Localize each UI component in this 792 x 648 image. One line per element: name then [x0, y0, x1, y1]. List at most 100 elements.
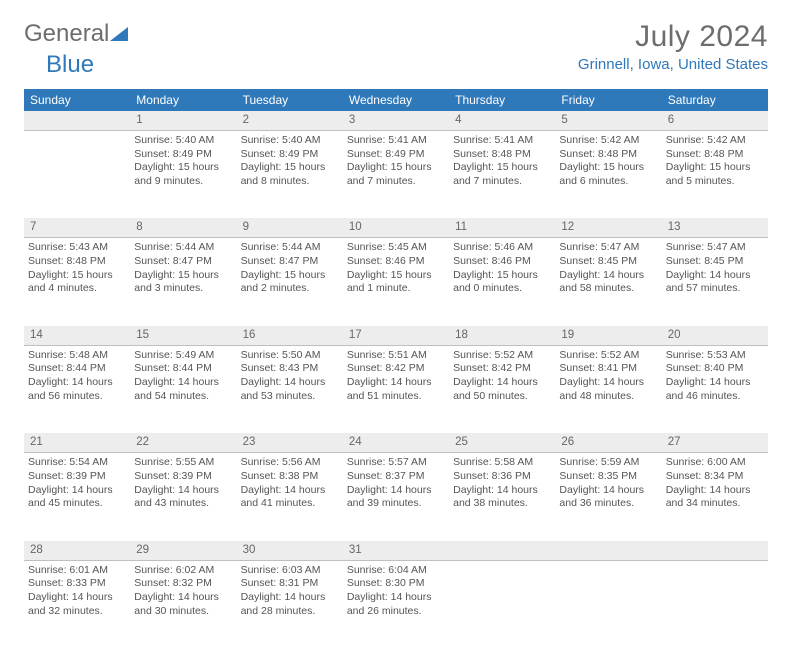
day-cell-line: Daylight: 15 hours	[347, 269, 445, 283]
day-cell-line: Sunrise: 5:56 AM	[241, 456, 339, 470]
day-number: 16	[237, 326, 343, 345]
day-cell-line: Sunset: 8:40 PM	[666, 362, 764, 376]
day-cell-line: and 8 minutes.	[241, 175, 339, 189]
day-cell-line: Sunrise: 5:46 AM	[453, 241, 551, 255]
day-number: 29	[130, 541, 236, 560]
day-cell: Sunrise: 6:04 AMSunset: 8:30 PMDaylight:…	[343, 560, 449, 648]
day-cell-line: Sunset: 8:32 PM	[134, 577, 232, 591]
day-cell: Sunrise: 5:47 AMSunset: 8:45 PMDaylight:…	[662, 238, 768, 326]
day-cell-line: and 36 minutes.	[559, 497, 657, 511]
day-cell-line: Daylight: 14 hours	[28, 376, 126, 390]
day-cell: Sunrise: 5:45 AMSunset: 8:46 PMDaylight:…	[343, 238, 449, 326]
day-cell-line: Daylight: 14 hours	[347, 591, 445, 605]
day-cell-line: and 5 minutes.	[666, 175, 764, 189]
day-cell-line: and 41 minutes.	[241, 497, 339, 511]
day-cell-line: Sunset: 8:46 PM	[347, 255, 445, 269]
day-cell-line: Daylight: 14 hours	[28, 484, 126, 498]
week-daynum-row: 78910111213	[24, 218, 768, 237]
title-block: July 2024 Grinnell, Iowa, United States	[578, 20, 768, 73]
day-cell-line: and 56 minutes.	[28, 390, 126, 404]
day-cell-line: and 6 minutes.	[559, 175, 657, 189]
dow-header: Saturday	[662, 89, 768, 111]
day-cell-line: Sunrise: 5:48 AM	[28, 349, 126, 363]
day-cell-line: Daylight: 15 hours	[241, 269, 339, 283]
day-number: 18	[449, 326, 555, 345]
week-daynum-row: 123456	[24, 111, 768, 130]
day-cell-line: Daylight: 14 hours	[241, 591, 339, 605]
day-cell-line: Sunset: 8:33 PM	[28, 577, 126, 591]
day-cell: Sunrise: 5:51 AMSunset: 8:42 PMDaylight:…	[343, 345, 449, 433]
day-cell: Sunrise: 5:52 AMSunset: 8:41 PMDaylight:…	[555, 345, 661, 433]
day-cell-line: Sunset: 8:45 PM	[666, 255, 764, 269]
day-number: 15	[130, 326, 236, 345]
day-cell-line: Daylight: 14 hours	[666, 484, 764, 498]
day-cell-line: Sunrise: 5:41 AM	[453, 134, 551, 148]
day-cell-line: Sunrise: 5:57 AM	[347, 456, 445, 470]
day-cell: Sunrise: 5:52 AMSunset: 8:42 PMDaylight:…	[449, 345, 555, 433]
day-cell-line: Sunrise: 5:59 AM	[559, 456, 657, 470]
day-cell-line: Sunrise: 5:45 AM	[347, 241, 445, 255]
week-content-row: Sunrise: 6:01 AMSunset: 8:33 PMDaylight:…	[24, 560, 768, 648]
day-number: 30	[237, 541, 343, 560]
day-cell-line: Daylight: 14 hours	[559, 484, 657, 498]
day-cell-line: Sunrise: 5:42 AM	[559, 134, 657, 148]
day-cell: Sunrise: 5:40 AMSunset: 8:49 PMDaylight:…	[130, 130, 236, 218]
day-cell: Sunrise: 6:00 AMSunset: 8:34 PMDaylight:…	[662, 453, 768, 541]
day-cell-line: Daylight: 15 hours	[28, 269, 126, 283]
day-cell-line: and 34 minutes.	[666, 497, 764, 511]
day-cell-line: Daylight: 15 hours	[666, 161, 764, 175]
day-number: 6	[662, 111, 768, 130]
dow-header: Thursday	[449, 89, 555, 111]
day-cell: Sunrise: 5:48 AMSunset: 8:44 PMDaylight:…	[24, 345, 130, 433]
day-cell: Sunrise: 5:59 AMSunset: 8:35 PMDaylight:…	[555, 453, 661, 541]
day-cell: Sunrise: 6:02 AMSunset: 8:32 PMDaylight:…	[130, 560, 236, 648]
day-number: 4	[449, 111, 555, 130]
day-number: 17	[343, 326, 449, 345]
day-cell-line: and 58 minutes.	[559, 282, 657, 296]
day-cell: Sunrise: 5:44 AMSunset: 8:47 PMDaylight:…	[130, 238, 236, 326]
day-number: 13	[662, 218, 768, 237]
day-cell-line: and 1 minute.	[347, 282, 445, 296]
day-cell-line: Sunset: 8:41 PM	[559, 362, 657, 376]
week-daynum-row: 14151617181920	[24, 326, 768, 345]
brand-part2: Blue	[46, 51, 94, 78]
day-number: 2	[237, 111, 343, 130]
week-daynum-row: 21222324252627	[24, 433, 768, 452]
day-cell-line: and 32 minutes.	[28, 605, 126, 619]
day-cell-line: Daylight: 14 hours	[559, 376, 657, 390]
day-cell-line: Sunrise: 6:00 AM	[666, 456, 764, 470]
day-number: 25	[449, 433, 555, 452]
day-cell-line: Sunset: 8:35 PM	[559, 470, 657, 484]
day-cell-line: Sunset: 8:30 PM	[347, 577, 445, 591]
day-number: 31	[343, 541, 449, 560]
day-cell-line: and 2 minutes.	[241, 282, 339, 296]
day-cell: Sunrise: 5:41 AMSunset: 8:49 PMDaylight:…	[343, 130, 449, 218]
day-cell-line: and 51 minutes.	[347, 390, 445, 404]
day-cell-line: Sunset: 8:48 PM	[559, 148, 657, 162]
day-number: 3	[343, 111, 449, 130]
day-cell-line: Sunrise: 5:49 AM	[134, 349, 232, 363]
day-cell-line: Sunrise: 5:50 AM	[241, 349, 339, 363]
day-cell: Sunrise: 5:58 AMSunset: 8:36 PMDaylight:…	[449, 453, 555, 541]
week-daynum-row: 28293031	[24, 541, 768, 560]
day-number: 22	[130, 433, 236, 452]
day-number: 26	[555, 433, 661, 452]
day-number: 1	[130, 111, 236, 130]
day-cell-line: and 53 minutes.	[241, 390, 339, 404]
day-cell-line: and 50 minutes.	[453, 390, 551, 404]
day-cell: Sunrise: 6:01 AMSunset: 8:33 PMDaylight:…	[24, 560, 130, 648]
day-cell-line: and 54 minutes.	[134, 390, 232, 404]
day-cell-line: Daylight: 15 hours	[241, 161, 339, 175]
day-cell-line: Sunset: 8:39 PM	[28, 470, 126, 484]
day-cell-line: Sunset: 8:49 PM	[347, 148, 445, 162]
dow-header: Friday	[555, 89, 661, 111]
day-cell-line: and 43 minutes.	[134, 497, 232, 511]
day-cell: Sunrise: 6:03 AMSunset: 8:31 PMDaylight:…	[237, 560, 343, 648]
day-cell-line: Sunrise: 5:54 AM	[28, 456, 126, 470]
brand-part1: General	[24, 20, 109, 48]
day-cell-line: Daylight: 14 hours	[241, 376, 339, 390]
day-cell: Sunrise: 5:42 AMSunset: 8:48 PMDaylight:…	[555, 130, 661, 218]
day-cell-line: Daylight: 14 hours	[559, 269, 657, 283]
day-cell-line: Sunset: 8:31 PM	[241, 577, 339, 591]
day-number	[449, 541, 555, 560]
